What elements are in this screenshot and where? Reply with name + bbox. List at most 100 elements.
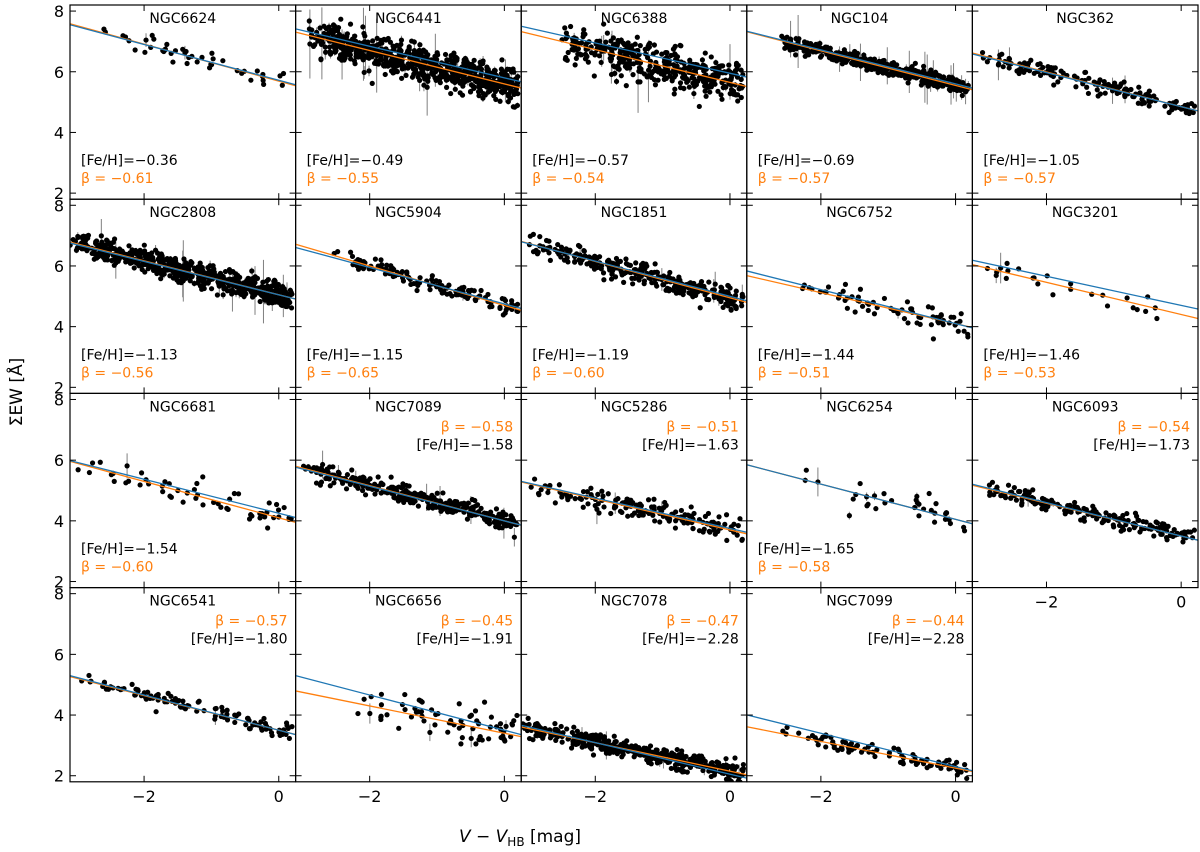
data-point: [378, 490, 384, 496]
data-point: [1021, 60, 1028, 66]
data-point: [591, 73, 597, 79]
data-point: [948, 314, 954, 320]
data-point: [604, 30, 610, 36]
data-point: [718, 298, 724, 305]
data-point: [543, 237, 550, 244]
data-point: [1172, 105, 1178, 111]
data-point: [237, 290, 243, 296]
data-point: [434, 498, 440, 504]
data-point: [347, 21, 354, 27]
panel-title: NGC6681: [149, 399, 216, 415]
data-point: [638, 262, 645, 268]
data-point: [272, 278, 278, 284]
data-point: [581, 27, 587, 33]
panel-ngc362: NGC362 [Fe/H]=−1.05 β = −0.57: [971, 4, 1199, 200]
data-point: [1050, 292, 1056, 298]
data-point: [330, 464, 336, 470]
data-point: [875, 69, 881, 76]
data-point: [246, 516, 253, 522]
data-point: [188, 259, 194, 265]
beta-label: β = −0.57: [983, 171, 1055, 187]
data-point: [373, 57, 379, 64]
data-point: [375, 474, 381, 480]
data-point: [802, 53, 808, 59]
data-point: [221, 286, 227, 292]
data-point: [637, 43, 643, 49]
data-point: [1018, 67, 1025, 73]
fit-line-blue: [972, 259, 1199, 310]
data-point: [417, 42, 423, 48]
data-point: [844, 305, 850, 311]
data-point: [249, 276, 255, 282]
data-point: [938, 312, 944, 319]
data-point: [472, 297, 479, 304]
data-point: [699, 284, 706, 290]
data-point: [671, 91, 677, 97]
data-point: [260, 77, 266, 84]
data-point: [793, 52, 799, 58]
data-point: [142, 49, 148, 55]
data-point: [575, 242, 582, 249]
data-point: [220, 58, 226, 64]
data-point: [661, 282, 667, 288]
data-point: [925, 83, 931, 89]
data-point: [645, 72, 652, 79]
data-point: [563, 30, 569, 36]
data-point: [378, 57, 384, 63]
data-point: [906, 76, 912, 82]
data-point: [136, 263, 142, 269]
data-point: [330, 31, 336, 37]
y-tick-label: 2: [54, 573, 64, 592]
data-point: [562, 25, 568, 31]
data-point: [464, 59, 470, 65]
data-point: [1128, 86, 1134, 93]
data-point: [715, 73, 721, 80]
data-point: [1166, 109, 1172, 116]
data-point: [630, 61, 637, 67]
data-point: [652, 82, 659, 88]
data-point: [1146, 103, 1152, 109]
data-point: [487, 88, 493, 94]
data-point: [499, 57, 505, 63]
data-point: [502, 310, 508, 316]
data-point: [459, 92, 466, 98]
data-point: [381, 61, 387, 68]
data-point: [940, 322, 946, 328]
plot-area: [746, 270, 973, 342]
data-point: [237, 274, 243, 280]
beta-label: β = −0.61: [81, 171, 153, 187]
data-point: [307, 41, 313, 47]
data-point: [573, 55, 579, 61]
data-point: [629, 43, 635, 49]
data-point: [472, 78, 479, 84]
data-point: [306, 18, 312, 24]
plot-area: [746, 15, 973, 105]
panel-title: NGC5904: [375, 205, 442, 221]
data-point: [279, 302, 285, 309]
data-point: [438, 72, 444, 78]
data-point: [499, 525, 505, 531]
data-point: [196, 277, 202, 283]
data-point: [445, 64, 451, 70]
data-point: [386, 60, 392, 66]
data-point: [197, 260, 203, 266]
data-point: [422, 74, 428, 80]
data-point: [281, 504, 287, 511]
plot-area: [70, 23, 296, 88]
data-point: [725, 282, 731, 289]
data-point: [905, 80, 911, 86]
data-point: [379, 262, 385, 268]
data-point: [718, 92, 724, 98]
data-point: [1031, 70, 1037, 76]
data-point: [669, 76, 675, 82]
data-point: [1124, 295, 1130, 301]
data-point: [319, 40, 325, 46]
data-point: [904, 299, 911, 305]
panel-title: NGC6752: [826, 205, 893, 221]
data-point: [615, 260, 621, 266]
panel-ngc6681: 2 4 6 8 NGC6681 [Fe/H]=−1.54 β = −0.60: [54, 390, 297, 592]
data-point: [702, 88, 708, 94]
beta-label: β = −0.56: [81, 365, 154, 381]
data-point: [622, 51, 628, 58]
data-point: [191, 486, 198, 493]
